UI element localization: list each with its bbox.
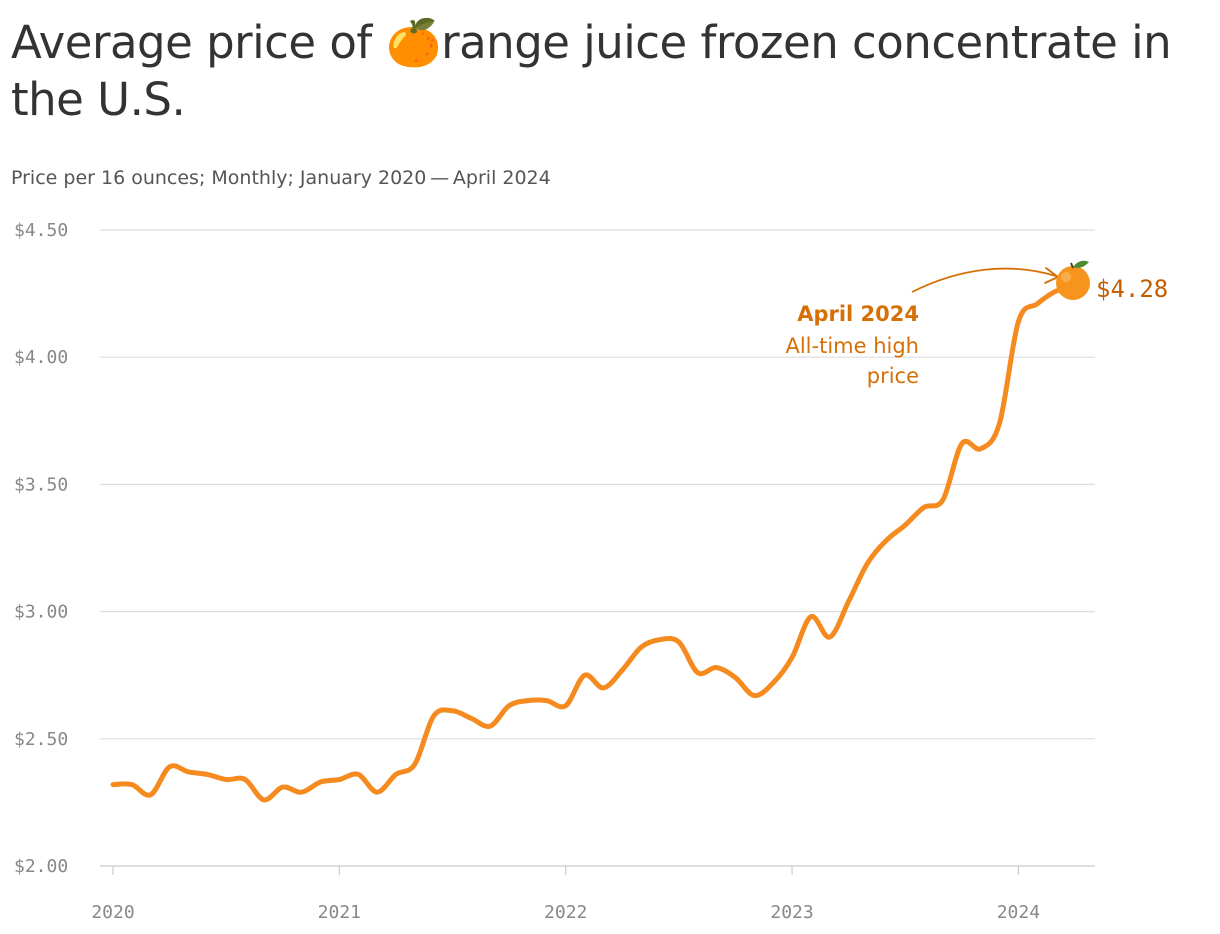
x-tick-label: 2023 (770, 902, 813, 923)
y-tick-label: $2.00 (14, 856, 68, 877)
series-line-price (110, 283, 1078, 803)
annotation-value-label: $4.28 (1096, 275, 1168, 303)
y-axis-ticks: $2.00 $2.50 $3.00 $3.50 $4.00 $4.50 (14, 220, 68, 877)
x-axis-ticks: 2020 2021 2022 2023 2024 (91, 866, 1040, 923)
chart-title: Average price of 🍊range juice frozen con… (11, 16, 1172, 126)
x-tick-label: 2024 (997, 902, 1040, 923)
y-tick-label: $3.50 (14, 474, 68, 495)
y-tick-label: $2.50 (14, 729, 68, 750)
y-tick-label: $4.50 (14, 220, 68, 241)
annotation-date: April 2024 (797, 302, 919, 326)
x-tick-label: 2020 (91, 902, 134, 923)
annotation-note-line-1: All-time high (785, 334, 919, 358)
chart-subtitle: Price per 16 ounces; Monthly; January 20… (11, 167, 551, 189)
annotation-arrow (911, 267, 1057, 293)
x-tick-label: 2021 (318, 902, 361, 923)
tangerine-icon (1056, 260, 1090, 300)
annotation-note-line-2: price (867, 364, 919, 388)
y-tick-label: $3.00 (14, 602, 68, 623)
data-points (111, 284, 1077, 802)
gridlines (100, 229, 1095, 867)
x-tick-label: 2022 (544, 902, 587, 923)
y-tick-label: $4.00 (14, 347, 68, 368)
